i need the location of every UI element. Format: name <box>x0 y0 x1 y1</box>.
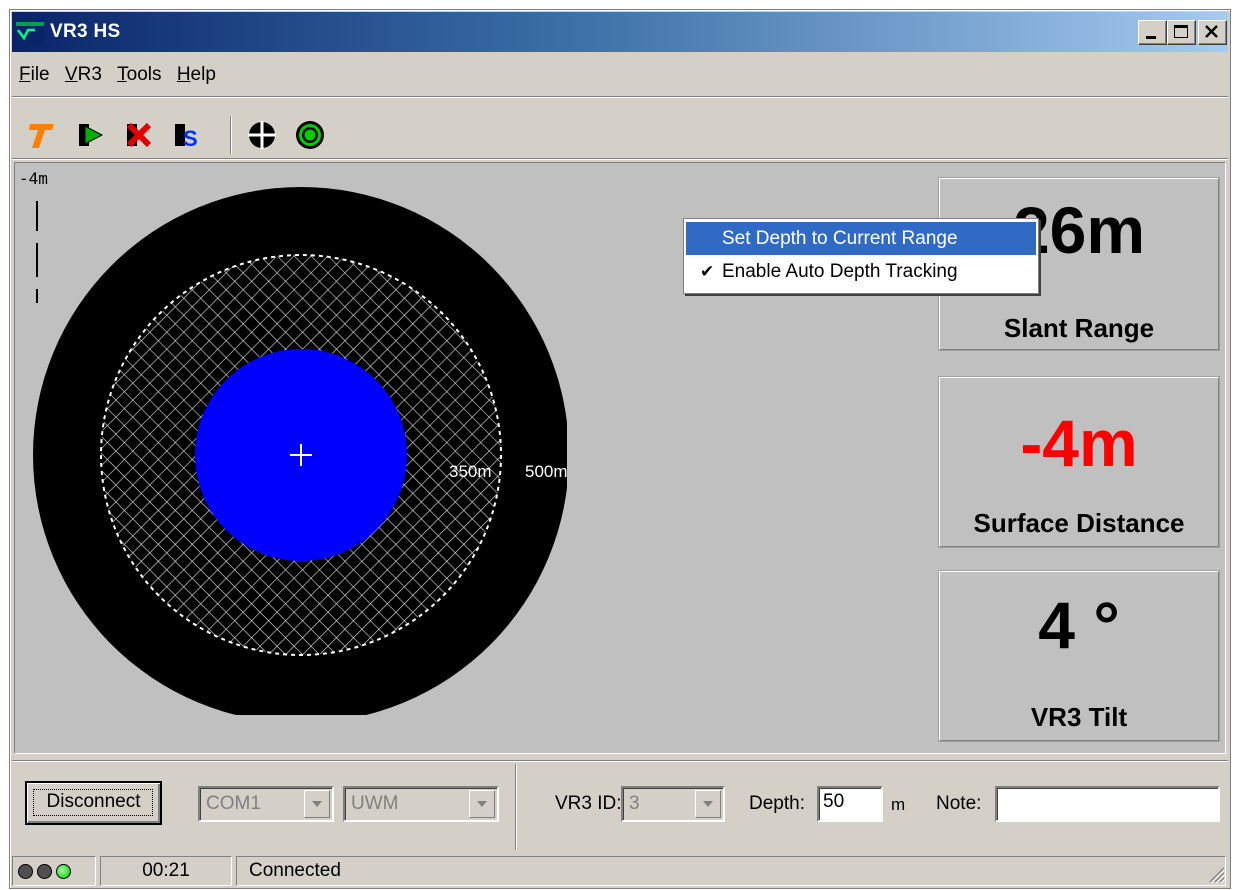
menu-tools[interactable]: Tools <box>117 64 162 85</box>
window-title: VR3 HS <box>50 21 121 42</box>
app-window: VR3 HS File VR3 Tools Help <box>9 9 1231 889</box>
range-label-inner: 350m <box>449 462 492 481</box>
vr3-id-dropdown[interactable] <box>695 790 721 818</box>
vr3-id-select[interactable]: 3 <box>621 786 725 822</box>
tilt-caption: VR3 Tilt <box>1030 702 1128 732</box>
stop-icon[interactable] <box>120 116 156 152</box>
status-connection: Connected <box>236 856 1226 886</box>
led-on-icon <box>56 864 71 879</box>
settings-s-icon[interactable]: S <box>168 116 204 152</box>
menu-item-auto-depth[interactable]: ✔ Enable Auto Depth Tracking <box>686 255 1036 288</box>
close-icon <box>1205 25 1218 38</box>
depth-unit-label: m <box>891 795 906 814</box>
center-crosshair <box>290 444 312 466</box>
minimize-icon <box>1146 36 1156 39</box>
focus-rect <box>33 789 153 816</box>
port-select[interactable]: COM1 <box>198 786 334 822</box>
sonar-plot[interactable]: 350m 500m <box>31 179 567 715</box>
maximize-button[interactable] <box>1167 20 1196 45</box>
depth-scale-tick <box>36 243 38 277</box>
note-label: Note: <box>936 793 982 814</box>
depth-label: Depth: <box>749 793 805 814</box>
surface-distance-value: -4m <box>1020 406 1138 480</box>
depth-input[interactable]: 50 <box>817 786 883 822</box>
close-button[interactable] <box>1198 20 1227 45</box>
menu-bar: File VR3 Tools Help <box>14 62 221 90</box>
tilt-readout: 4 ° VR3 Tilt <box>939 571 1219 741</box>
protocol-select-dropdown[interactable] <box>469 790 495 818</box>
menu-vr3[interactable]: VR3 <box>64 64 102 85</box>
depth-scale-tick <box>36 289 38 303</box>
context-menu: Set Depth to Current Range ✔ Enable Auto… <box>683 218 1039 294</box>
note-input[interactable] <box>995 786 1220 822</box>
app-logo-icon <box>15 18 45 46</box>
maximize-icon <box>1174 25 1188 38</box>
range-label-outer: 500m <box>525 462 567 481</box>
menubar-divider <box>12 96 1228 98</box>
slant-range-caption: Slant Range <box>1003 313 1155 343</box>
controls-divider <box>12 760 1228 762</box>
protocol-select-value: UWM <box>351 793 399 814</box>
menu-help[interactable]: Help <box>176 64 216 85</box>
chevron-down-icon <box>477 801 487 807</box>
protocol-select[interactable]: UWM <box>343 786 499 822</box>
menu-item-set-depth[interactable]: Set Depth to Current Range <box>686 222 1036 255</box>
inner-range-ring <box>100 254 502 656</box>
vr3-id-label: VR3 ID: <box>555 793 622 814</box>
transponder-t-icon[interactable] <box>24 116 60 152</box>
chevron-down-icon <box>312 801 322 807</box>
surface-distance-caption: Surface Distance <box>973 508 1185 538</box>
vr3-id-value: 3 <box>629 793 640 814</box>
led-off-icon <box>18 864 33 879</box>
led-off-icon <box>37 864 52 879</box>
controls-vertical-divider <box>515 764 517 850</box>
status-leds <box>12 856 96 886</box>
toolbar-divider <box>12 158 1228 160</box>
surface-distance-readout: -4m Surface Distance <box>939 377 1219 547</box>
toolbar-separator <box>230 116 232 154</box>
status-elapsed-time: 00:21 <box>100 856 232 886</box>
chevron-down-icon <box>703 801 713 807</box>
depth-scale-tick <box>36 201 38 231</box>
sonar-display-panel: -4m 350m 500m 26m Slant Range -4m <box>14 162 1226 754</box>
status-bar: 00:21 Connected <box>12 856 1228 886</box>
crosshair-icon[interactable] <box>244 116 280 152</box>
disconnect-button[interactable]: Disconnect <box>25 781 162 825</box>
target-icon[interactable] <box>292 116 328 152</box>
resize-grip-icon[interactable] <box>1204 862 1226 884</box>
minimize-button[interactable] <box>1138 20 1167 45</box>
tilt-value: 4 ° <box>1038 588 1120 662</box>
start-icon[interactable] <box>72 116 108 152</box>
title-bar[interactable]: VR3 HS <box>12 12 1228 52</box>
checkmark-icon: ✔ <box>700 262 715 281</box>
depth-scale-label: -4m <box>19 169 48 188</box>
menu-file[interactable]: File <box>19 64 50 85</box>
port-select-value: COM1 <box>206 793 261 814</box>
port-select-dropdown[interactable] <box>304 790 330 818</box>
svg-text:S: S <box>183 126 198 151</box>
